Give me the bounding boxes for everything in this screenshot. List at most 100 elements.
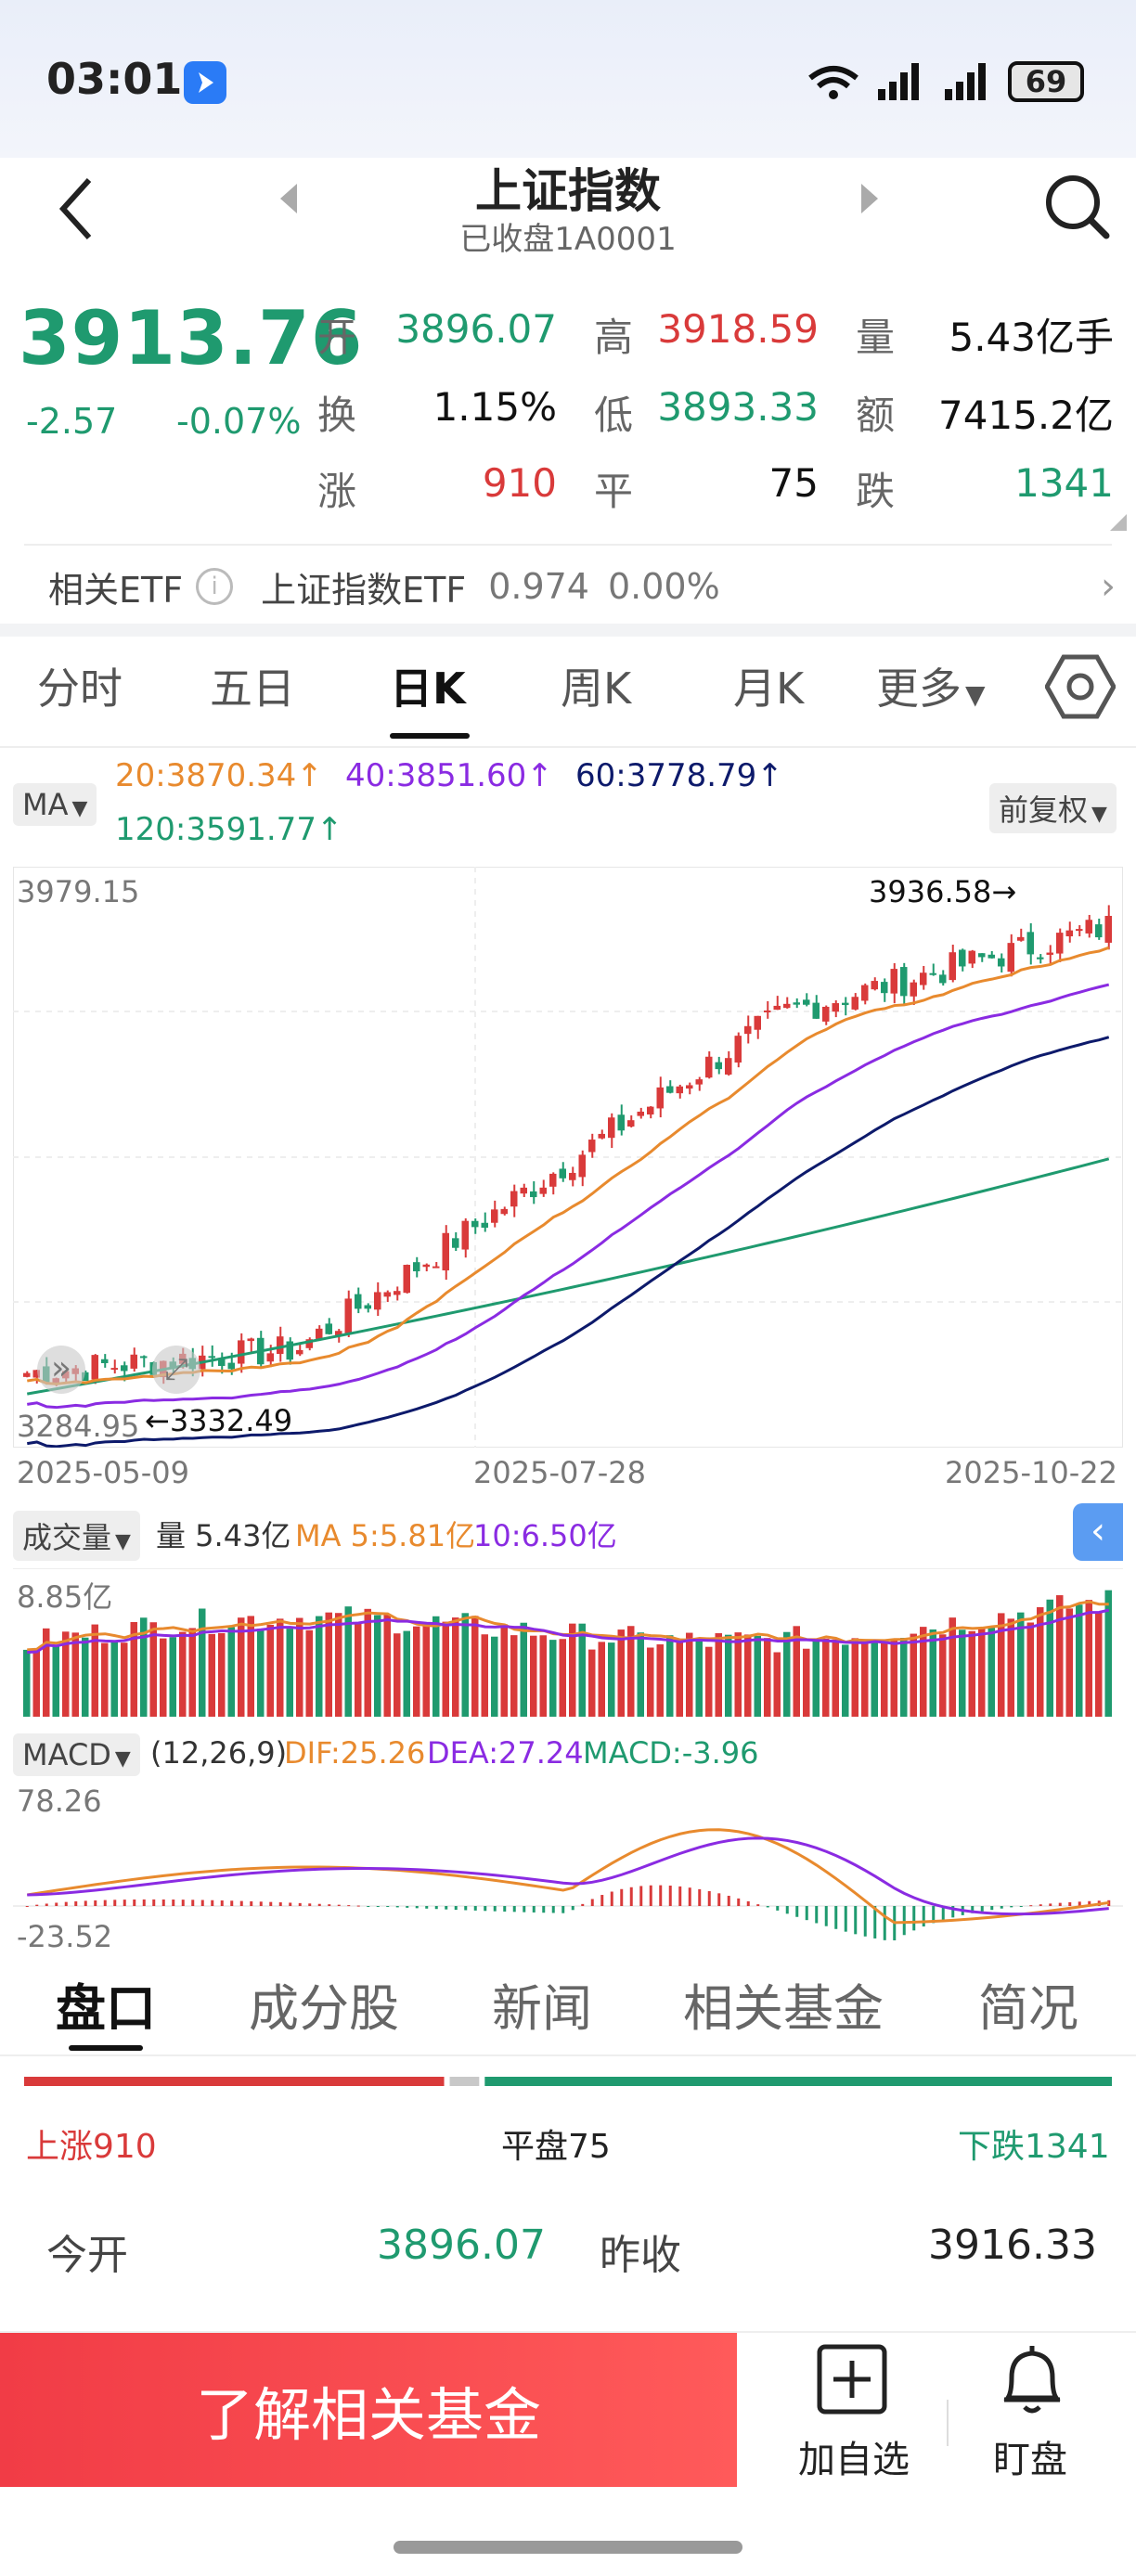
ma20-arrow: ↑ <box>296 757 323 794</box>
candle <box>1037 957 1044 960</box>
volume-bar <box>1026 1622 1034 1717</box>
tab-more[interactable]: 更多 ▼ <box>876 655 986 716</box>
volume-bar <box>920 1627 927 1717</box>
candle <box>227 1362 235 1370</box>
macd-bar <box>971 1906 975 1913</box>
collapse-panel-button[interactable]: ‹ <box>1073 1503 1123 1561</box>
volume-bar <box>452 1617 459 1717</box>
macd-bar <box>317 1903 321 1906</box>
candle <box>316 1328 323 1339</box>
back-button[interactable] <box>58 176 95 245</box>
volume-bar <box>91 1624 98 1717</box>
volume-bar <box>656 1644 664 1717</box>
tab-related-funds[interactable]: 相关基金 <box>683 1979 884 2038</box>
tab-constituents[interactable]: 成分股 <box>249 1979 399 2038</box>
ma-selector[interactable]: MA ▼ <box>13 783 97 826</box>
tab-weekly-k[interactable]: 周K <box>561 663 632 714</box>
settings-hexagon-icon[interactable] <box>1044 653 1117 724</box>
index-change-pct: -0.07% <box>176 401 302 442</box>
home-indicator[interactable] <box>394 2541 742 2554</box>
macd-selector[interactable]: MACD ▼ <box>13 1733 140 1776</box>
info-icon[interactable]: i <box>196 568 234 605</box>
macd-bar <box>600 1895 604 1906</box>
macd-bar <box>766 1906 769 1908</box>
macd-bar <box>103 1900 107 1906</box>
candle <box>247 1338 254 1342</box>
candle <box>110 1368 118 1371</box>
bell-icon[interactable] <box>995 2340 1069 2422</box>
etf-pct: 0.00% <box>607 566 720 607</box>
tab-monthly-k[interactable]: 月K <box>733 663 805 714</box>
field-label-down: 跌 <box>856 469 896 514</box>
volume-bar <box>549 1640 557 1717</box>
candle <box>949 952 956 981</box>
macd-bar <box>55 1902 58 1906</box>
volume-bar <box>394 1633 401 1717</box>
macd-bar <box>425 1906 429 1909</box>
tab-profile[interactable]: 简况 <box>978 1979 1078 2038</box>
add-watchlist-icon[interactable] <box>817 2344 887 2418</box>
candle <box>325 1323 332 1334</box>
tab-daily-k[interactable]: 日K <box>390 663 466 714</box>
candle <box>403 1265 410 1294</box>
macd-bar <box>376 1906 380 1907</box>
battery-icon: 69 <box>1008 61 1084 102</box>
search-icon[interactable] <box>1043 173 1110 243</box>
volume-bar <box>910 1633 917 1717</box>
volume-bar <box>959 1629 966 1717</box>
learn-funds-button[interactable]: 了解相关基金 <box>0 2333 737 2487</box>
watch-label[interactable]: 盯盘 <box>993 2439 1067 2481</box>
field-label-open: 开 <box>317 315 357 360</box>
candle <box>608 1117 615 1139</box>
volume-value: 量 5.43亿 <box>156 1518 291 1553</box>
volume-bar <box>686 1632 693 1717</box>
etf-label: 相关ETF <box>48 569 184 611</box>
macd-bar <box>688 1887 691 1906</box>
rewind-icon[interactable]: » <box>37 1346 85 1394</box>
index-change: -2.57 <box>26 401 118 442</box>
kline-chart[interactable] <box>13 867 1123 1448</box>
macd-bar <box>406 1906 409 1908</box>
tab-five-day[interactable]: 五日 <box>210 663 295 714</box>
volume-bar <box>569 1623 576 1717</box>
etf-row[interactable]: 相关ETF i 上证指数ETF 0.974 0.00% › <box>48 560 1116 612</box>
arrow-left-icon: ← <box>145 1403 170 1438</box>
volume-bar <box>316 1616 323 1717</box>
macd-bar <box>172 1900 175 1906</box>
candle <box>130 1354 137 1369</box>
next-stock-icon[interactable] <box>859 182 882 219</box>
candle <box>286 1341 293 1360</box>
candle <box>715 1062 722 1070</box>
macd-bar <box>668 1886 672 1906</box>
tab-more-label: 更多 <box>876 663 962 714</box>
volume-bar <box>188 1628 196 1717</box>
adjust-selector[interactable]: 前复权 ▼ <box>989 783 1117 833</box>
add-watchlist-label[interactable]: 加自选 <box>798 2439 910 2481</box>
macd-bar <box>941 1906 945 1921</box>
volume-bar <box>861 1640 869 1717</box>
macd-bar <box>239 1900 243 1906</box>
volume-bar <box>939 1634 947 1717</box>
expand-corner-icon[interactable] <box>1110 514 1127 531</box>
volume-bar <box>344 1606 352 1717</box>
divider <box>947 2400 949 2446</box>
macd-bar <box>581 1903 585 1906</box>
volume-selector[interactable]: 成交量 ▼ <box>13 1511 140 1561</box>
macd-bar <box>367 1906 370 1907</box>
macd-chart[interactable] <box>13 1780 1123 1952</box>
tab-timeshare[interactable]: 分时 <box>37 663 123 714</box>
candle <box>686 1085 693 1089</box>
volume-chart[interactable] <box>13 1568 1123 1720</box>
macd-bar <box>854 1906 858 1935</box>
volume-bar <box>851 1638 858 1717</box>
fullscreen-icon[interactable]: ⤢ <box>152 1346 200 1394</box>
tab-pankou[interactable]: 盘口 <box>56 1979 156 2038</box>
prev-stock-icon[interactable] <box>277 182 299 219</box>
candle <box>842 1002 849 1006</box>
volume-bar <box>130 1621 137 1717</box>
tab-news[interactable]: 新闻 <box>492 1979 592 2038</box>
macd-bar <box>659 1885 663 1906</box>
ma120-text: 120:3591.77 <box>115 811 316 848</box>
caret-down-icon: ▼ <box>114 1747 131 1771</box>
macd-bar <box>84 1900 87 1906</box>
